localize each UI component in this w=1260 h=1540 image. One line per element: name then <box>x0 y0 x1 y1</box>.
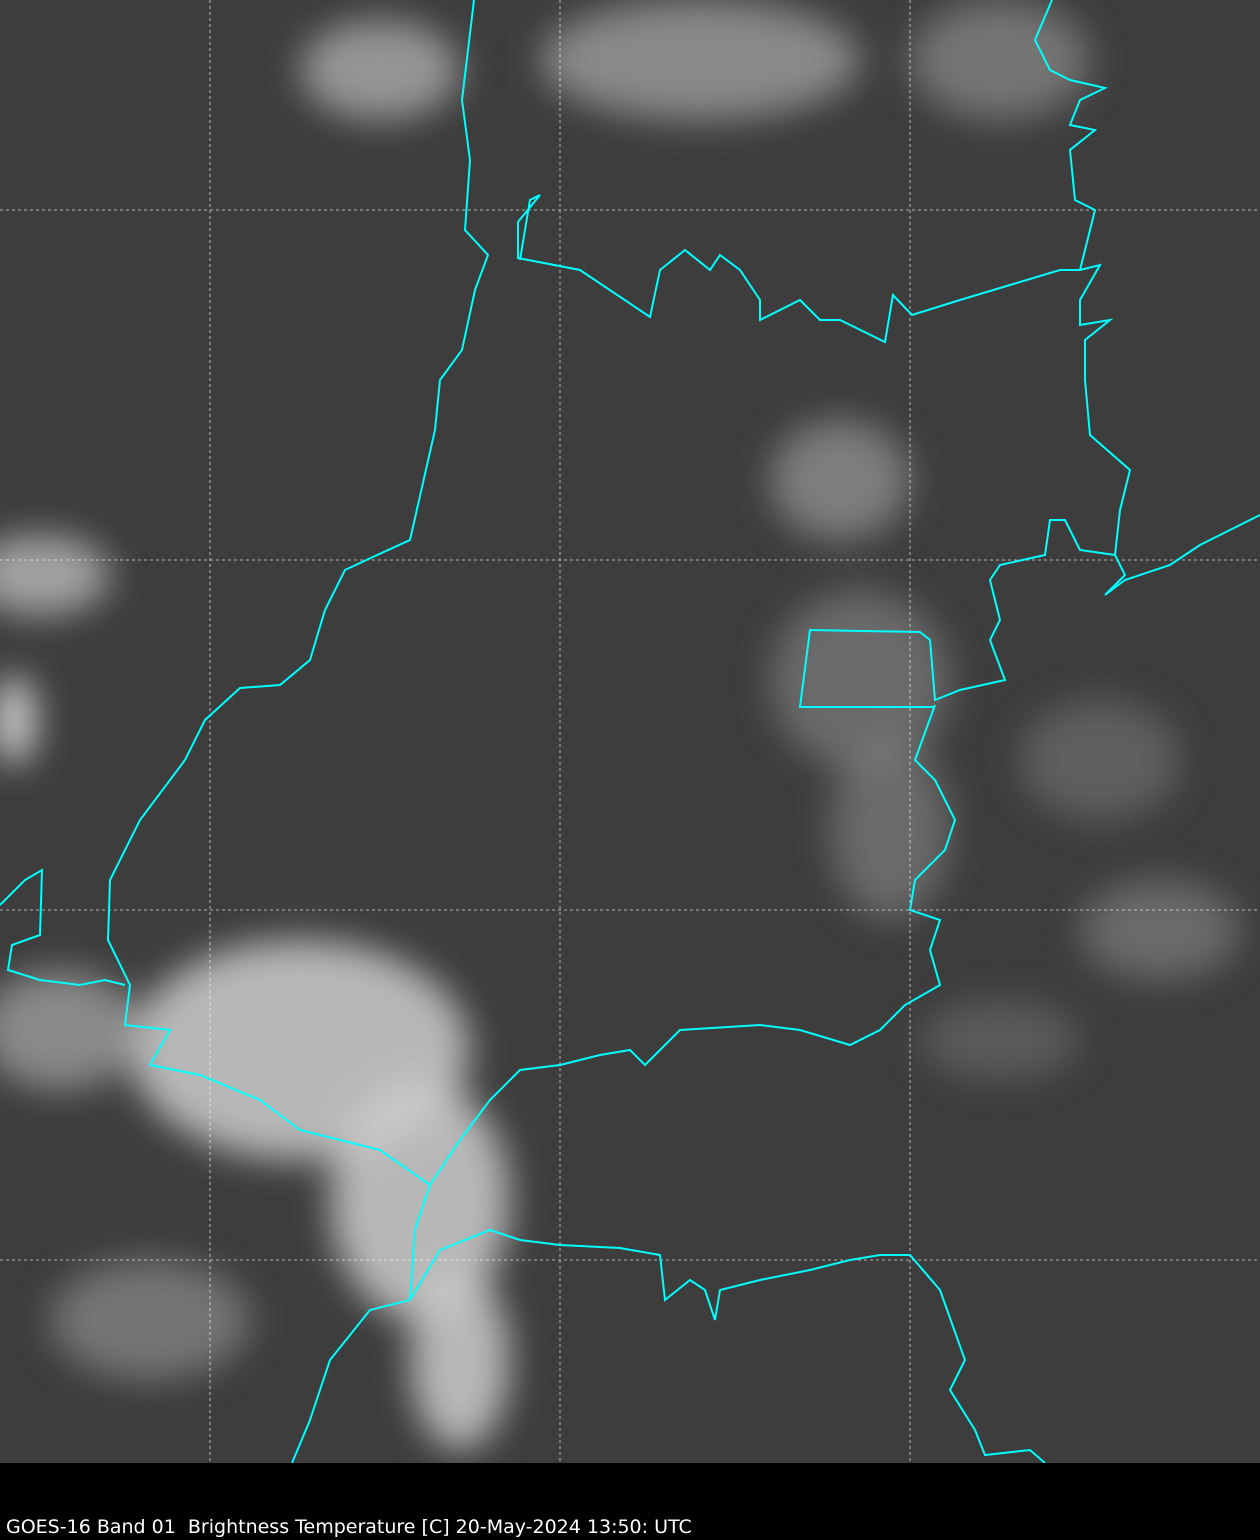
gridlines <box>0 0 1260 1463</box>
satellite-map <box>0 0 1260 1463</box>
image-caption: GOES-16 Band 01 Brightness Temperature [… <box>6 1516 692 1538</box>
state-borders <box>0 0 1260 1463</box>
